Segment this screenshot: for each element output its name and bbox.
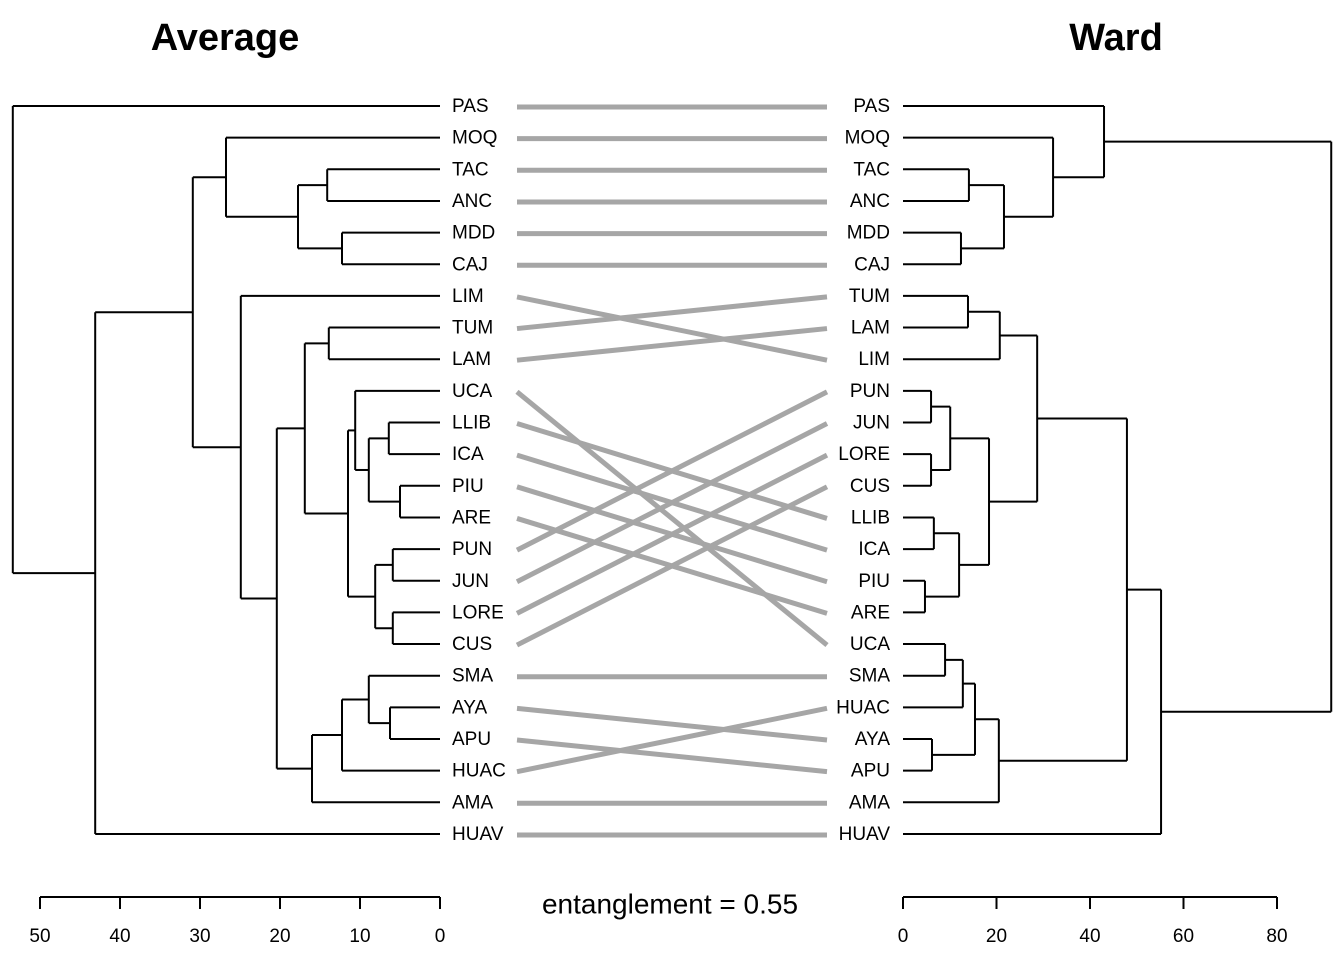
connector	[515, 421, 829, 584]
leaf-label: CUS	[452, 634, 492, 655]
leaf-label: TUM	[849, 286, 890, 307]
left-title: Average	[151, 17, 300, 59]
connector	[516, 705, 828, 743]
leaf-label: ARE	[452, 507, 491, 528]
leaf-label: AMA	[849, 792, 891, 813]
leaf-label: CUS	[850, 476, 890, 497]
connector	[515, 484, 829, 648]
leaf-label: LLIB	[851, 507, 890, 528]
connector	[516, 326, 828, 363]
leaf-label: HUAC	[452, 761, 506, 782]
x-tick-label: 20	[986, 926, 1007, 947]
x-tick-label: 10	[349, 926, 370, 947]
leaf-label: SMA	[452, 666, 494, 687]
leaf-label: APU	[851, 761, 890, 782]
leaf-label: PUN	[850, 381, 890, 402]
leaf-label: UCA	[452, 381, 492, 402]
x-tick-label: 0	[898, 926, 909, 947]
leaf-label: CAJ	[452, 254, 488, 275]
connector	[516, 294, 828, 363]
leaf-label: MOQ	[452, 128, 497, 149]
leaf-label: CAJ	[854, 254, 890, 275]
leaf-label: MDD	[452, 223, 495, 244]
leaf-label: ICA	[452, 444, 484, 465]
x-tick-label: 40	[109, 926, 130, 947]
connector	[516, 737, 828, 775]
x-tick-label: 30	[189, 926, 210, 947]
leaf-label: LORE	[452, 602, 504, 623]
leaf-label: TAC	[853, 159, 890, 180]
leaf-label: SMA	[849, 666, 891, 687]
connector	[515, 389, 829, 553]
leaf-label: LAM	[851, 318, 890, 339]
connector	[515, 389, 829, 647]
leaf-label: JUN	[853, 413, 890, 434]
leaf-label: ANC	[452, 191, 492, 212]
leaf-label: PAS	[452, 96, 489, 117]
leaf-label: LAM	[452, 349, 491, 370]
leaf-label: AYA	[452, 697, 488, 718]
leaf-label: MOQ	[845, 128, 890, 149]
x-tick-label: 80	[1266, 926, 1287, 947]
leaf-label: LORE	[838, 444, 890, 465]
leaf-label: AMA	[452, 792, 494, 813]
leaf-label: HUAV	[452, 824, 504, 845]
leaf-label: LIM	[452, 286, 484, 307]
x-tick-label: 0	[435, 926, 446, 947]
x-tick-label: 40	[1079, 926, 1100, 947]
leaf-label: PIU	[858, 571, 890, 592]
leaf-label: PIU	[452, 476, 484, 497]
leaf-label: UCA	[850, 634, 890, 655]
leaf-label: ARE	[851, 602, 890, 623]
leaf-label: TAC	[452, 159, 489, 180]
x-tick-label: 50	[29, 926, 50, 947]
leaf-label: ANC	[850, 191, 890, 212]
leaf-label: ICA	[858, 539, 890, 560]
connector	[515, 452, 829, 616]
annotation: entanglement = 0.55	[542, 888, 798, 919]
leaf-label: PAS	[853, 96, 890, 117]
leaf-label: TUM	[452, 318, 493, 339]
leaf-label: PUN	[452, 539, 492, 560]
leaf-label: HUAC	[836, 697, 890, 718]
leaf-label: HUAV	[839, 824, 891, 845]
connector	[516, 294, 828, 332]
leaf-label: AYA	[855, 729, 891, 750]
leaf-label: MDD	[847, 223, 890, 244]
connector	[516, 705, 828, 775]
leaf-label: JUN	[452, 571, 489, 592]
leaf-label: LLIB	[452, 413, 491, 434]
right-title: Ward	[1069, 17, 1163, 59]
x-tick-label: 20	[269, 926, 290, 947]
x-tick-label: 60	[1173, 926, 1194, 947]
leaf-label: LIM	[858, 349, 890, 370]
leaf-label: APU	[452, 729, 491, 750]
